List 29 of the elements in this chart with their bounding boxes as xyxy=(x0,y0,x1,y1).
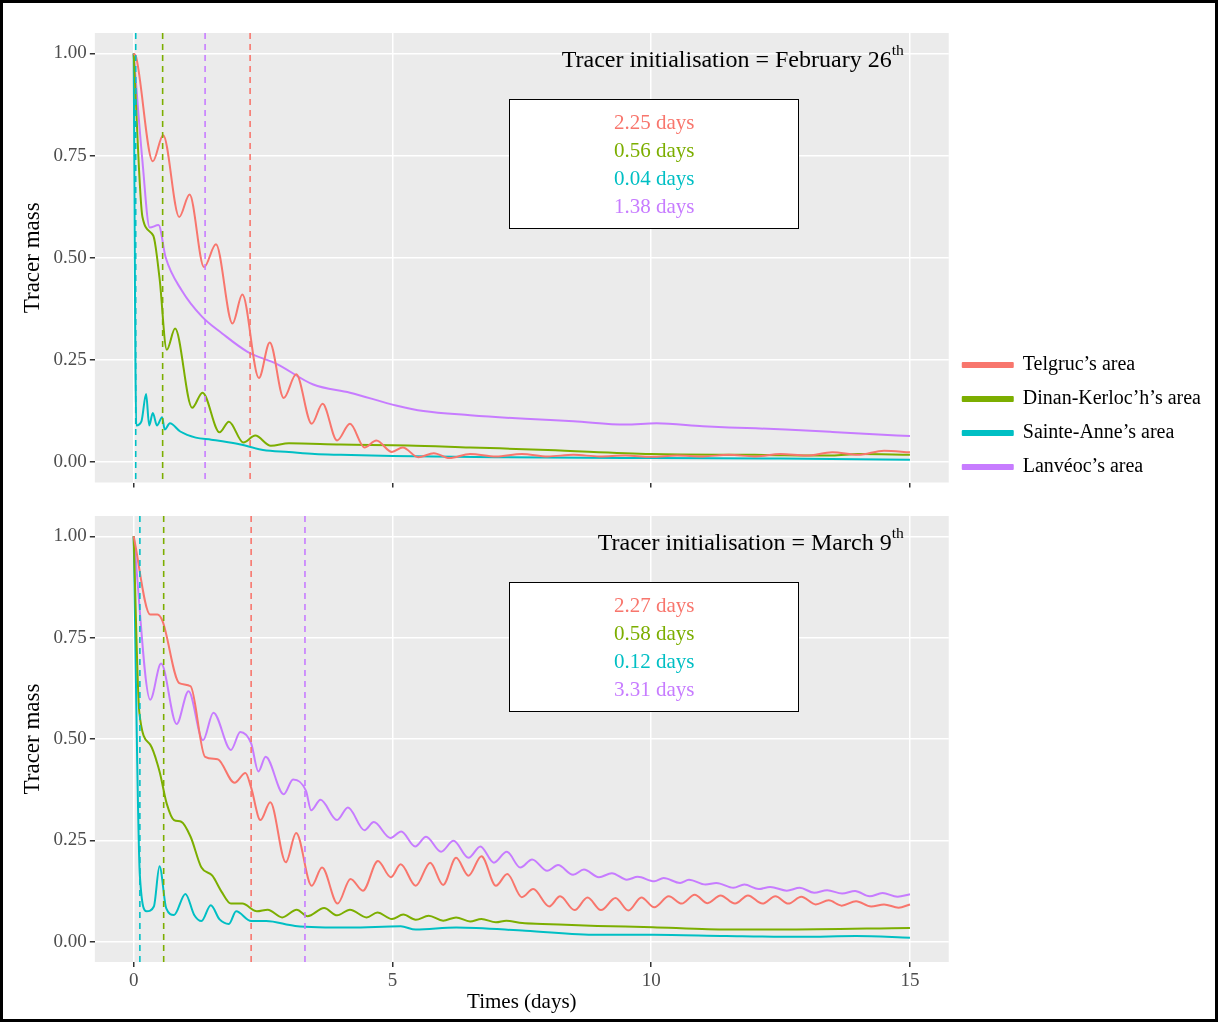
y-tick-label: 0.25 xyxy=(53,828,87,850)
legend-label: Dinan-Kerloc’h’s area xyxy=(1022,386,1202,409)
y-tick-label: 0.50 xyxy=(53,245,87,267)
y-tick-label: 0.75 xyxy=(53,625,87,647)
ref-line-label: 0.56 days xyxy=(612,137,696,164)
y-tick-label: 1.00 xyxy=(53,41,87,63)
y-tick-label: 0.75 xyxy=(53,143,87,165)
x-tick-label: 15 xyxy=(900,969,920,991)
x-tick-label: 5 xyxy=(387,969,398,991)
ref-line-label: 0.04 days xyxy=(612,165,696,192)
ref-line-label: 3.31 days xyxy=(612,676,696,703)
y-tick-label: 0.25 xyxy=(53,347,87,369)
x-axis-title: Times (days) xyxy=(467,988,577,1013)
ref-line-label: 0.58 days xyxy=(612,620,696,647)
y-axis-title: Tracer mass xyxy=(18,202,44,314)
y-axis-title: Tracer mass xyxy=(18,683,44,795)
legend-label: Lanvéoc’s area xyxy=(1022,454,1144,477)
y-tick-label: 0.00 xyxy=(53,929,87,951)
y-tick-label: 0.50 xyxy=(53,726,87,748)
ref-line-label: 1.38 days xyxy=(612,193,696,220)
y-tick-label: 1.00 xyxy=(53,524,87,546)
legend-label: Telgruc’s area xyxy=(1022,352,1136,376)
ref-line-label: 2.27 days xyxy=(612,592,696,619)
y-tick-label: 0.00 xyxy=(53,450,87,472)
ref-line-label: 2.25 days xyxy=(612,109,696,136)
x-tick-label: 10 xyxy=(641,969,661,991)
legend-label: Sainte-Anne’s area xyxy=(1022,420,1175,443)
ref-line-label: 0.12 days xyxy=(612,648,696,675)
x-tick-label: 0 xyxy=(128,969,139,991)
